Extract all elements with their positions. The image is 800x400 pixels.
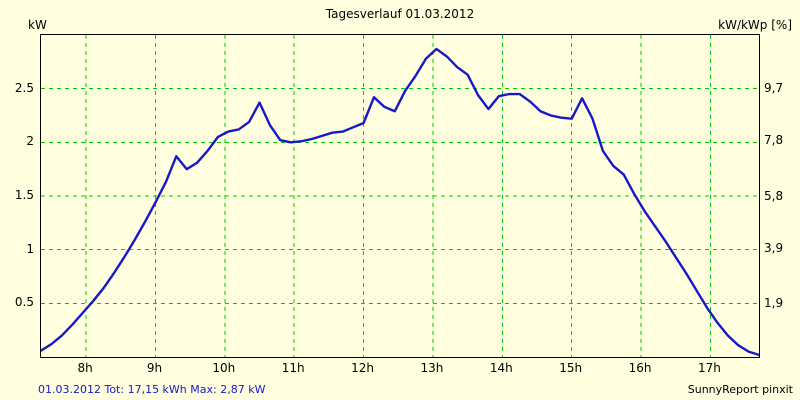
x-tick-11h: 11h bbox=[281, 361, 305, 375]
footer-summary: 01.03.2012 Tot: 17,15 kWh Max: 2,87 kW bbox=[38, 383, 266, 396]
chart-title: Tagesverlauf 01.03.2012 bbox=[325, 7, 475, 21]
x-tick-10h: 10h bbox=[212, 361, 236, 375]
footer-credit: SunnyReport pinxit bbox=[687, 383, 793, 396]
y-tick-right-9-7: 9,7 bbox=[764, 80, 784, 95]
y-tick-left-2: 2 bbox=[26, 134, 34, 149]
x-tick-16h: 16h bbox=[628, 361, 652, 375]
x-tick-17h: 17h bbox=[698, 361, 721, 375]
x-tick-14h: 14h bbox=[489, 361, 513, 375]
y-tick-right-5-8: 5,8 bbox=[764, 188, 784, 203]
chart-canvas bbox=[41, 35, 759, 357]
plot-area bbox=[40, 34, 760, 358]
y-tick-left-0-5: 0.5 bbox=[14, 295, 34, 310]
y-tick-left-1: 1 bbox=[26, 241, 34, 256]
x-tick-9h: 9h bbox=[146, 361, 163, 375]
y-tick-right-1-9: 1,9 bbox=[764, 296, 784, 311]
x-tick-8h: 8h bbox=[77, 361, 93, 375]
series-line-leistung bbox=[41, 47, 759, 357]
x-tick-15h: 15h bbox=[559, 361, 583, 375]
x-tick-13h: 13h bbox=[420, 361, 444, 375]
grid-lines-horizontal bbox=[41, 88, 759, 304]
x-tick-12h: 12h bbox=[351, 361, 375, 375]
y-tick-right-3-9: 3,9 bbox=[764, 241, 784, 256]
y-tick-left-1-5: 1.5 bbox=[14, 188, 34, 202]
y-tick-left-2-5: 2.5 bbox=[14, 80, 34, 95]
right-axis-caption: kW/kWp [%] bbox=[718, 18, 792, 32]
y-tick-right-7-8: 7,8 bbox=[764, 133, 784, 148]
left-axis-caption: kW bbox=[28, 18, 47, 32]
